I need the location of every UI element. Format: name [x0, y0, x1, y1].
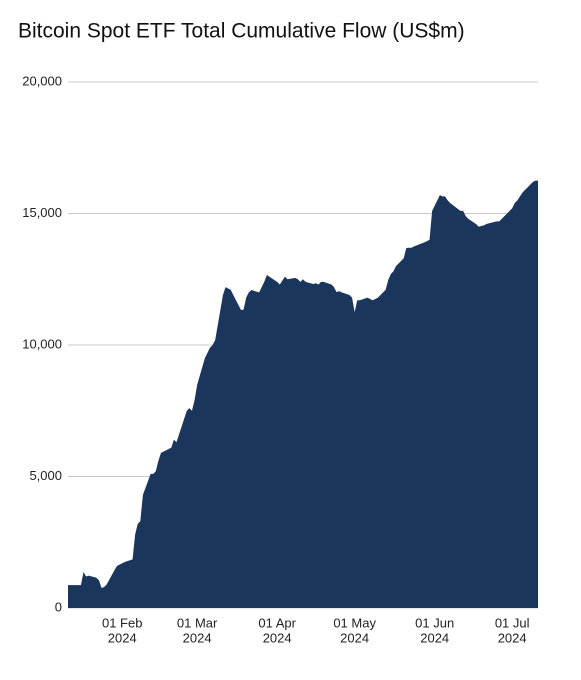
x-tick-label: 2024 — [420, 630, 449, 645]
x-tick-label: 2024 — [340, 630, 369, 645]
x-tick-label: 01 Jul — [495, 615, 530, 630]
y-tick-label: 15,000 — [22, 205, 62, 220]
x-tick-label: 01 Apr — [258, 615, 296, 630]
x-tick-label: 2024 — [498, 630, 527, 645]
x-tick-label: 2024 — [263, 630, 292, 645]
y-tick-label: 5,000 — [29, 468, 62, 483]
y-tick-label: 20,000 — [22, 73, 62, 88]
y-tick-label: 10,000 — [22, 336, 62, 351]
x-tick-label: 01 Feb — [102, 615, 142, 630]
chart-title: Bitcoin Spot ETF Total Cumulative Flow (… — [18, 20, 465, 43]
y-tick-label: 0 — [55, 599, 62, 614]
x-tick-label: 01 Jun — [415, 615, 454, 630]
x-tick-label: 2024 — [108, 630, 137, 645]
x-tick-label: 01 May — [333, 615, 376, 630]
area — [68, 180, 538, 608]
x-tick-label: 01 Mar — [177, 615, 218, 630]
x-tick-label: 2024 — [183, 630, 212, 645]
